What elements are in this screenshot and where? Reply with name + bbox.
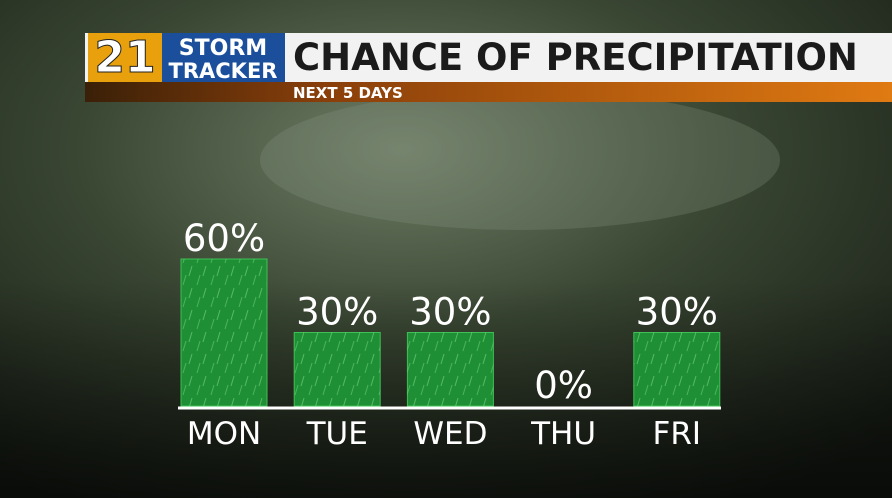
logo-number-box — [88, 33, 162, 82]
x-tick-label: MON — [187, 416, 261, 452]
logo-line2: TRACKER — [169, 59, 278, 83]
logo-box — [162, 33, 285, 82]
logo-line1: STORM — [179, 36, 267, 61]
chart-title: CHANCE OF PRECIPITATION — [293, 36, 858, 79]
x-tick-label: THU — [530, 416, 596, 452]
value-label: 30% — [296, 291, 378, 334]
logo-number: 21 — [94, 32, 155, 83]
bar-rain — [633, 332, 720, 406]
x-tick-label: FRI — [653, 416, 702, 452]
value-label: 60% — [183, 217, 265, 260]
bar-rain — [181, 259, 267, 406]
bar-rain — [294, 332, 381, 406]
chart-subtitle: NEXT 5 DAYS — [293, 84, 403, 102]
value-label: 30% — [409, 291, 491, 334]
subheader-bar — [85, 82, 892, 102]
bar-rain — [407, 332, 494, 406]
value-label: 30% — [636, 291, 718, 334]
x-tick-label: TUE — [306, 416, 368, 452]
x-tick-label: WED — [413, 416, 487, 452]
value-label: 0% — [534, 364, 593, 407]
background-glow — [260, 90, 780, 230]
